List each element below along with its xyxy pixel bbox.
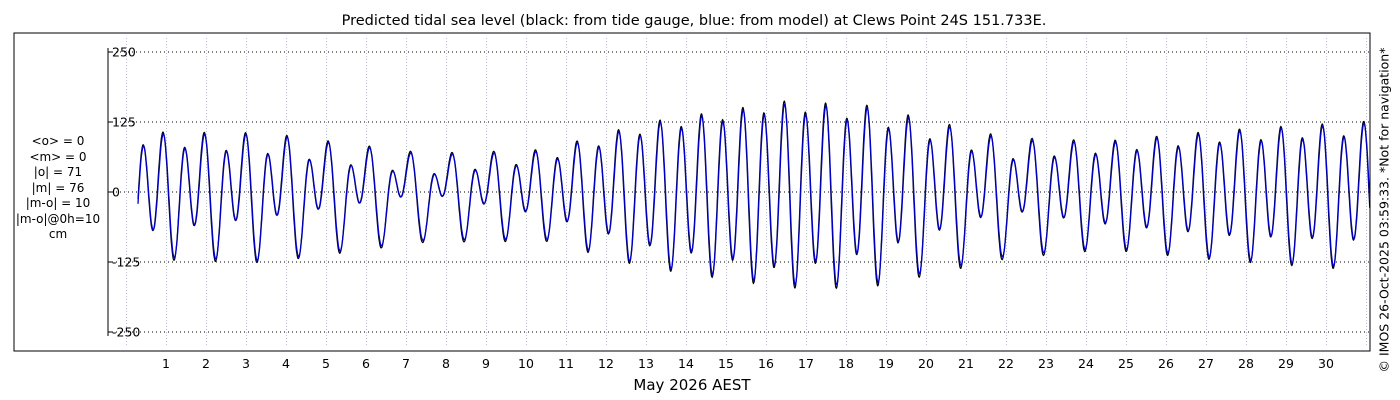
copyright-notice: © IMOS 26-Oct-2025 03:59:33. *Not for na… <box>1376 47 1392 373</box>
x-tick-label: 23 <box>1038 356 1054 371</box>
x-tick-label: 9 <box>482 356 490 371</box>
x-tick-label: 3 <box>242 356 250 371</box>
x-tick-label: 11 <box>558 356 574 371</box>
y-tick-label: 0 <box>112 185 120 200</box>
stat-line: |m| = 76 <box>31 180 85 195</box>
stat-line: |m-o|@0h=10 <box>15 211 101 226</box>
x-axis-label: May 2026 AEST <box>633 376 751 394</box>
y-tick-label: 250 <box>112 45 136 60</box>
chart-title: Predicted tidal sea level (black: from t… <box>342 13 1047 29</box>
y-tick-label: -125 <box>112 255 140 270</box>
x-tick-label: 27 <box>1198 356 1214 371</box>
plot-frame <box>13 32 1371 352</box>
x-tick-label: 22 <box>998 356 1014 371</box>
x-tick-labels: 1 2 3 4 5 6 7 8 9 10 11 12 13 14 15 16 17 18 19 20 21 22 23 24 2… <box>162 356 1334 371</box>
x-tick-label: 2 <box>202 356 210 371</box>
stat-line: cm <box>48 227 68 241</box>
x-tick-label: 15 <box>718 356 734 371</box>
x-tick-label: 26 <box>1158 356 1174 371</box>
y-tick-label: -250 <box>112 325 140 340</box>
x-tick-label: 13 <box>638 356 654 371</box>
grid-layer <box>108 38 1370 346</box>
tide-gauge-series-line <box>137 100 1371 290</box>
axis-layer: -250 -125 0 125 250 <box>107 45 140 340</box>
x-tick-label: 6 <box>362 356 370 371</box>
x-tick-label: 25 <box>1118 356 1134 371</box>
x-tick-label: 1 <box>162 356 170 371</box>
x-tick-label: 14 <box>678 356 694 371</box>
x-tick-label: 30 <box>1318 356 1334 371</box>
stat-line: |o| = 71 <box>33 165 83 179</box>
x-tick-label: 19 <box>878 356 894 371</box>
series-layer <box>137 100 1371 290</box>
x-tick-label: 10 <box>518 356 534 371</box>
y-tick-label: 125 <box>112 115 136 130</box>
x-tick-label: 28 <box>1238 356 1254 371</box>
x-tick-label: 16 <box>758 356 774 371</box>
x-tick-label: 12 <box>598 356 614 371</box>
x-tick-label: 24 <box>1078 356 1094 371</box>
stat-line: |m-o| = 10 <box>25 196 91 210</box>
x-tick-label: 7 <box>402 356 410 371</box>
x-tick-label: 29 <box>1278 356 1294 371</box>
stat-line: <o> = 0 <box>31 134 85 148</box>
x-tick-label: 5 <box>322 356 330 371</box>
x-tick-label: 8 <box>442 356 450 371</box>
x-tick-label: 18 <box>838 356 854 371</box>
x-tick-label: 20 <box>918 356 934 371</box>
x-tick-label: 21 <box>958 356 974 371</box>
x-tick-label: 17 <box>798 356 814 371</box>
model-series-line <box>137 103 1371 286</box>
x-tick-label: 4 <box>282 356 290 371</box>
stat-line: <m> = 0 <box>29 149 87 164</box>
